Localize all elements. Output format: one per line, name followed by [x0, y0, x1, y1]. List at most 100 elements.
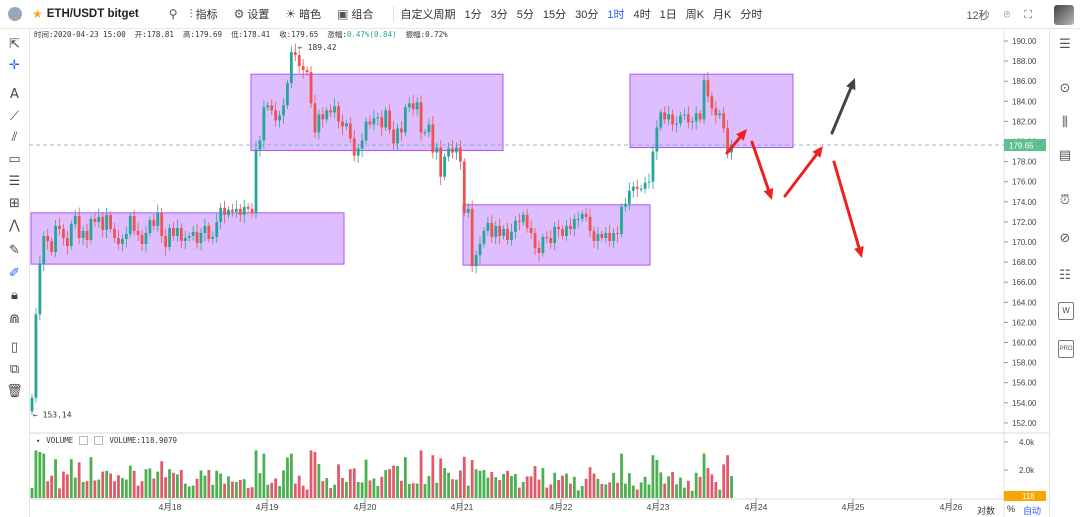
crosshair-icon[interactable]: ✛	[9, 58, 20, 73]
interval-timeline[interactable]: 分时	[740, 9, 763, 21]
ruler-icon[interactable]: ✎	[9, 243, 20, 258]
avatar[interactable]	[1054, 5, 1074, 25]
indicators-button[interactable]: ⫶ 指标	[188, 6, 220, 22]
auto-scale-toggle[interactable]: 自动	[1023, 506, 1042, 516]
horizontal-lines-icon[interactable]: ☰	[8, 174, 21, 189]
candle-body	[639, 188, 643, 190]
combine-button[interactable]: ▣ 组合	[335, 6, 375, 22]
range-box[interactable]	[250, 73, 504, 152]
log-scale-toggle[interactable]: 对数	[977, 506, 996, 516]
volume-bar	[120, 478, 124, 498]
alerts-list-icon[interactable]: ⊙	[1059, 81, 1071, 96]
range-box[interactable]	[462, 204, 651, 266]
alarm-clock-icon[interactable]: ⏰︎	[1059, 193, 1071, 208]
pattern-tool-icon[interactable]: ⋀	[9, 218, 20, 233]
forecast-arrow-up-dark-head[interactable]	[846, 78, 856, 91]
w-icon[interactable]: W	[1058, 302, 1074, 320]
interval-1w[interactable]: 周K	[685, 9, 705, 21]
volume-bar	[156, 471, 160, 498]
favorite-star-icon[interactable]: ★	[32, 7, 43, 21]
bookmark-icon[interactable]: ▯	[10, 340, 19, 355]
forecast-arrow-down[interactable]	[750, 140, 770, 192]
volume-bar	[113, 481, 116, 498]
trash-icon[interactable]: 🗑︎	[6, 384, 23, 399]
forecast-arrow-down-head[interactable]	[763, 187, 774, 200]
watchlist-icon[interactable]: ☰	[1059, 37, 1071, 52]
candle-body	[262, 107, 266, 141]
volume-bar	[219, 473, 223, 498]
volume-bar	[502, 474, 505, 498]
candle-body	[120, 238, 124, 245]
candle-body	[392, 129, 395, 144]
interval-4h[interactable]: 4时	[633, 9, 651, 21]
theme-button[interactable]: ☀ 暗色	[283, 6, 323, 22]
interval-1mo[interactable]: 月K	[713, 9, 732, 21]
trend-line-icon[interactable]: ⟋	[9, 109, 20, 124]
candle-body	[215, 221, 219, 237]
rectangle-tool-icon[interactable]: ▭	[8, 152, 21, 167]
interval-5m[interactable]: 5分	[516, 9, 534, 21]
volume-bar	[289, 453, 293, 498]
interval-3m[interactable]: 3分	[490, 9, 508, 21]
text-tool-icon[interactable]: A	[10, 87, 19, 102]
volume-bar	[655, 460, 659, 498]
candle-body	[443, 156, 447, 177]
candle-body	[403, 107, 407, 133]
volume-bar	[258, 473, 262, 498]
symbol-label[interactable]: ETH/USDT bitget	[46, 8, 139, 20]
volume-bar	[651, 455, 655, 498]
volume-bar	[679, 477, 682, 498]
interval-1h[interactable]: 1时	[607, 9, 625, 21]
fullscreen-icon[interactable]: ⛶	[1024, 8, 1032, 21]
volume-bar	[663, 483, 667, 498]
forecast-arrow-up-dark[interactable]	[830, 86, 853, 135]
forecast-arrow-up[interactable]	[783, 153, 818, 198]
candle-body	[309, 72, 313, 104]
ohlc-low-label: 低:	[231, 30, 244, 39]
collapse-icon[interactable]: ▾	[36, 436, 41, 445]
search-icon[interactable]: ⚲	[168, 7, 178, 21]
volume-settings-icon[interactable]	[79, 436, 89, 445]
channel-tool-icon[interactable]: ⫽	[11, 130, 18, 145]
volume-close-icon[interactable]	[94, 436, 104, 445]
forecast-arrow-up[interactable]	[725, 135, 742, 155]
brush-icon[interactable]: ✐	[9, 266, 20, 281]
volume-bar	[576, 490, 580, 498]
candle-body	[348, 123, 352, 139]
volume-bar	[227, 476, 230, 498]
candle-body	[400, 128, 403, 133]
interval-1m[interactable]: 1分	[464, 9, 482, 21]
forecast-arrow-up-head[interactable]	[736, 129, 747, 141]
forecast-arrow-down[interactable]	[832, 160, 861, 249]
notes-icon[interactable]: ☷	[1059, 268, 1071, 283]
hide-drawings-icon[interactable]: ⧉	[9, 362, 20, 377]
camera-icon[interactable]: ⌾	[1003, 8, 1011, 21]
candle-body	[690, 121, 694, 123]
grid-tool-icon[interactable]: ⊞	[9, 196, 20, 211]
candle-body	[136, 230, 140, 235]
ohlc-amplitude-label: 振幅:	[405, 30, 426, 39]
magnet-icon[interactable]: ⋒	[9, 312, 20, 327]
interval-15m[interactable]: 15分	[542, 9, 567, 21]
compass-icon[interactable]: ⊘	[1059, 231, 1071, 246]
volume-bar	[525, 476, 529, 498]
ohlc-amplitude: 0.72%	[425, 30, 448, 39]
interval-1d[interactable]: 1日	[659, 9, 677, 21]
volume-bar	[682, 487, 686, 498]
date-label: 4月20	[354, 502, 377, 512]
custom-period-button[interactable]: 自定义周期	[400, 9, 456, 21]
percent-scale-toggle[interactable]: %	[1007, 504, 1016, 514]
cursor-arrow-icon[interactable]: ⇱	[9, 37, 20, 52]
data-window-icon[interactable]: ⫼	[1062, 115, 1068, 130]
lock-icon[interactable]: 🔒︎	[11, 288, 18, 303]
candle-body	[341, 121, 344, 127]
candle-body	[368, 121, 372, 125]
forecast-arrow-up-head[interactable]	[812, 146, 823, 158]
pro-icon[interactable]: PRO	[1058, 340, 1074, 358]
forecast-arrow-down-head[interactable]	[854, 246, 864, 258]
interval-30m[interactable]: 30分	[575, 9, 599, 21]
candle-body	[643, 182, 647, 189]
settings-button[interactable]: ⚙ 设置	[232, 6, 272, 22]
orders-icon[interactable]: ▤	[1058, 148, 1072, 163]
